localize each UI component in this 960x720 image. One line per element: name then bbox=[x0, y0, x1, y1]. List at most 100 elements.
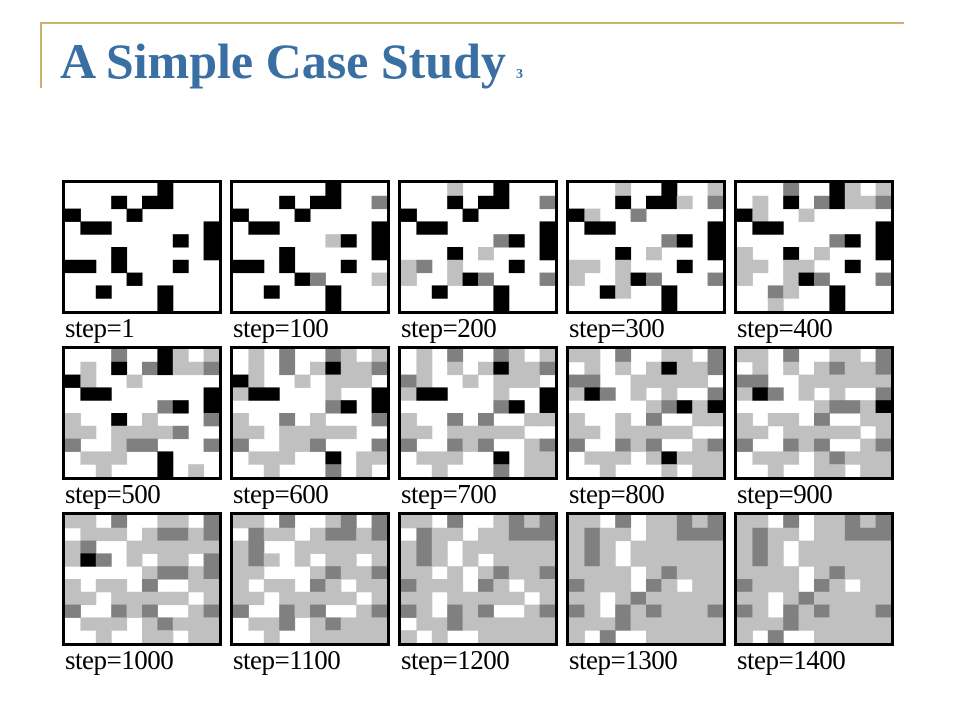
grid-square bbox=[233, 413, 249, 427]
grid-square bbox=[615, 515, 632, 529]
grid-square bbox=[539, 349, 555, 363]
grid-square bbox=[493, 285, 510, 299]
grid-square bbox=[340, 234, 357, 248]
grid-square bbox=[829, 617, 846, 631]
grid-square bbox=[80, 553, 97, 567]
grid-svg bbox=[569, 183, 723, 311]
grid-square bbox=[630, 272, 647, 286]
grid-square bbox=[798, 374, 815, 388]
grid-square bbox=[584, 361, 601, 376]
grid-square bbox=[767, 221, 784, 235]
grid-square bbox=[203, 540, 219, 554]
grid-square bbox=[829, 451, 846, 465]
grid-square bbox=[95, 464, 112, 477]
grid-image bbox=[62, 180, 222, 314]
grid-square bbox=[188, 527, 205, 542]
grid-square bbox=[310, 566, 326, 580]
grid-square bbox=[172, 515, 189, 529]
grid-square bbox=[401, 579, 417, 593]
grid-square bbox=[462, 540, 479, 554]
grid-square bbox=[829, 183, 846, 197]
grid-square bbox=[401, 438, 417, 452]
grid-square bbox=[126, 438, 143, 452]
grid-square bbox=[431, 451, 448, 465]
grid-square bbox=[248, 349, 265, 363]
grid-square bbox=[157, 183, 174, 197]
grid-square bbox=[447, 604, 464, 618]
grid-square bbox=[126, 272, 143, 286]
grid-square bbox=[875, 374, 891, 388]
grid-square bbox=[172, 566, 189, 580]
grid-square bbox=[462, 604, 479, 618]
grid-square bbox=[646, 527, 662, 542]
grid-square bbox=[798, 387, 815, 401]
grid-square bbox=[707, 515, 723, 529]
grid-square bbox=[829, 591, 846, 606]
grid-square bbox=[279, 195, 296, 210]
grid-square bbox=[371, 540, 387, 554]
grid-square bbox=[676, 234, 693, 248]
grid-square bbox=[95, 221, 112, 235]
grid-square bbox=[65, 208, 81, 222]
grid-square bbox=[263, 553, 280, 567]
grid-square bbox=[294, 272, 311, 286]
grid-square bbox=[569, 413, 585, 427]
grid-square bbox=[661, 527, 678, 542]
grid-square bbox=[630, 374, 647, 388]
grid-square bbox=[80, 259, 97, 274]
grid-square bbox=[737, 527, 753, 542]
grid-square bbox=[294, 425, 311, 440]
grid-square bbox=[493, 374, 510, 388]
grid-square bbox=[661, 285, 678, 299]
grid-square bbox=[783, 527, 800, 542]
grid-square bbox=[661, 349, 678, 363]
grid-square bbox=[356, 617, 373, 631]
grid-square bbox=[737, 272, 753, 286]
grid-square bbox=[676, 425, 693, 440]
grid-square bbox=[233, 208, 249, 222]
grid-square bbox=[524, 617, 541, 631]
grid-svg bbox=[401, 515, 555, 643]
grid-square bbox=[356, 464, 373, 477]
grid-square bbox=[294, 208, 311, 222]
grid-svg bbox=[737, 349, 891, 477]
grid-square bbox=[431, 527, 448, 542]
grid-square bbox=[661, 374, 678, 388]
grid-square bbox=[692, 515, 709, 529]
grid-square bbox=[233, 425, 249, 440]
grid-square bbox=[325, 451, 342, 465]
grid-square bbox=[798, 540, 815, 554]
grid-square bbox=[860, 413, 877, 427]
grid-square bbox=[814, 425, 830, 440]
grid-square bbox=[371, 604, 387, 618]
grid-square bbox=[248, 553, 265, 567]
grid-square bbox=[478, 579, 494, 593]
grid-square bbox=[142, 425, 158, 440]
grid-square bbox=[371, 617, 387, 631]
grid-square bbox=[860, 540, 877, 554]
grid-square bbox=[844, 374, 861, 388]
grid-square bbox=[310, 591, 326, 606]
grid-square bbox=[371, 566, 387, 580]
grid-square bbox=[263, 617, 280, 631]
grid-square bbox=[783, 591, 800, 606]
grid-square bbox=[478, 591, 494, 606]
grid-square bbox=[493, 387, 510, 401]
grid-square bbox=[416, 566, 433, 580]
grid-square bbox=[263, 285, 280, 299]
grid-square bbox=[584, 259, 601, 274]
grid-square bbox=[279, 425, 296, 440]
grid-square bbox=[325, 387, 342, 401]
grid-square bbox=[615, 451, 632, 465]
grid-panel: step=800 bbox=[566, 346, 732, 510]
grid-square bbox=[508, 617, 525, 631]
grid-square bbox=[707, 566, 723, 580]
grid-square bbox=[416, 425, 433, 440]
grid-square bbox=[371, 515, 387, 529]
grid-square bbox=[814, 361, 830, 376]
grid-square bbox=[172, 259, 189, 274]
grid-square bbox=[752, 221, 769, 235]
grid-square bbox=[416, 515, 433, 529]
grid-square bbox=[431, 579, 448, 593]
grid-square bbox=[401, 272, 417, 286]
